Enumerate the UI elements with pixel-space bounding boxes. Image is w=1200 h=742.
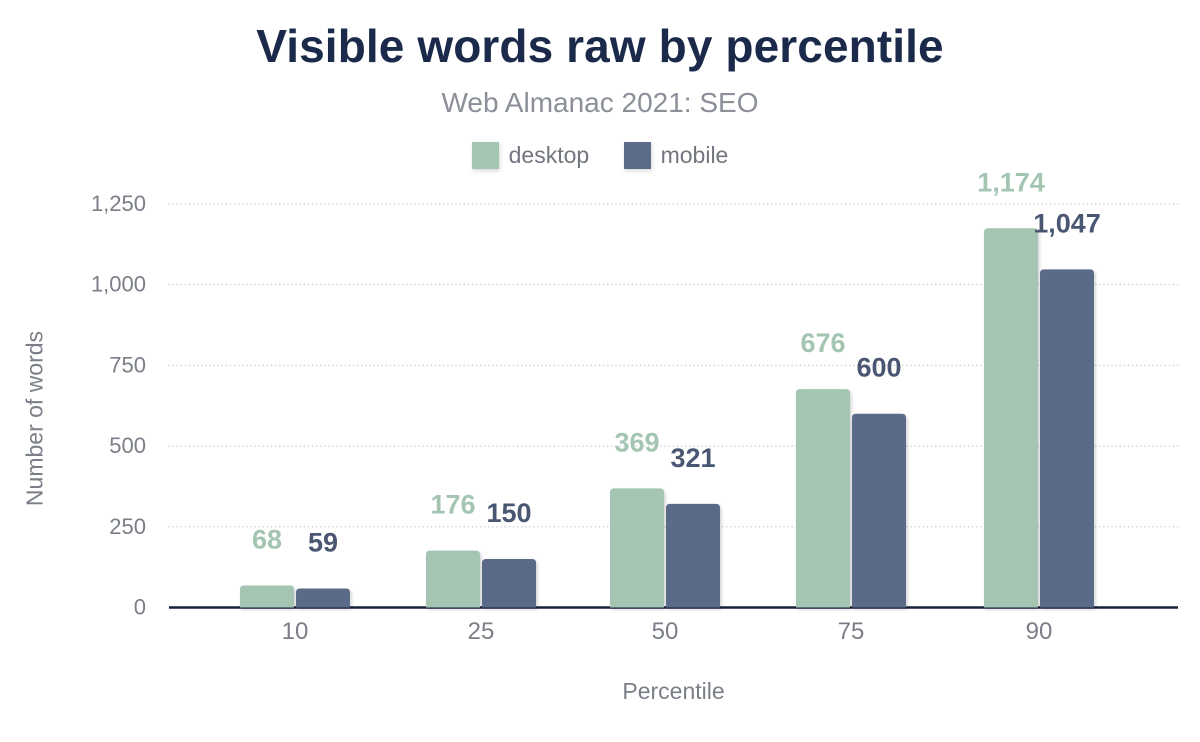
svg-text:500: 500 xyxy=(109,433,146,458)
svg-text:750: 750 xyxy=(109,352,146,377)
svg-text:176: 176 xyxy=(430,490,475,520)
svg-text:1,250: 1,250 xyxy=(91,191,146,216)
svg-text:1,174: 1,174 xyxy=(977,167,1045,197)
svg-text:369: 369 xyxy=(614,427,659,457)
svg-text:1,047: 1,047 xyxy=(1033,208,1101,238)
svg-text:676: 676 xyxy=(800,328,845,358)
svg-text:250: 250 xyxy=(109,514,146,539)
svg-text:10: 10 xyxy=(282,618,309,645)
svg-text:75: 75 xyxy=(838,618,865,645)
svg-text:68: 68 xyxy=(252,525,282,555)
svg-text:90: 90 xyxy=(1026,618,1053,645)
svg-text:0: 0 xyxy=(134,595,146,620)
svg-text:1,000: 1,000 xyxy=(91,272,146,297)
svg-text:25: 25 xyxy=(468,618,495,645)
svg-text:50: 50 xyxy=(652,618,679,645)
svg-text:600: 600 xyxy=(856,353,901,383)
svg-text:150: 150 xyxy=(486,498,531,528)
svg-text:59: 59 xyxy=(308,527,338,557)
svg-text:321: 321 xyxy=(670,443,715,473)
